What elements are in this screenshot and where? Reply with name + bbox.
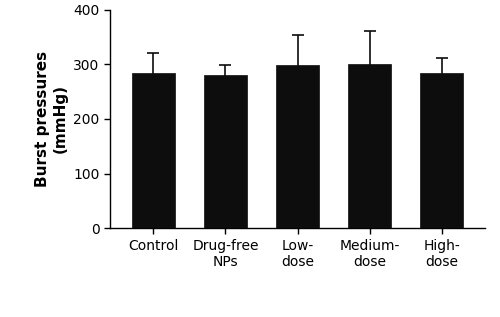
Y-axis label: Burst pressures
(mmHg): Burst pressures (mmHg) bbox=[36, 51, 68, 187]
Bar bbox=[348, 64, 392, 228]
Bar bbox=[132, 74, 175, 228]
Bar bbox=[276, 65, 319, 228]
Bar bbox=[204, 74, 247, 228]
Bar bbox=[420, 74, 464, 228]
